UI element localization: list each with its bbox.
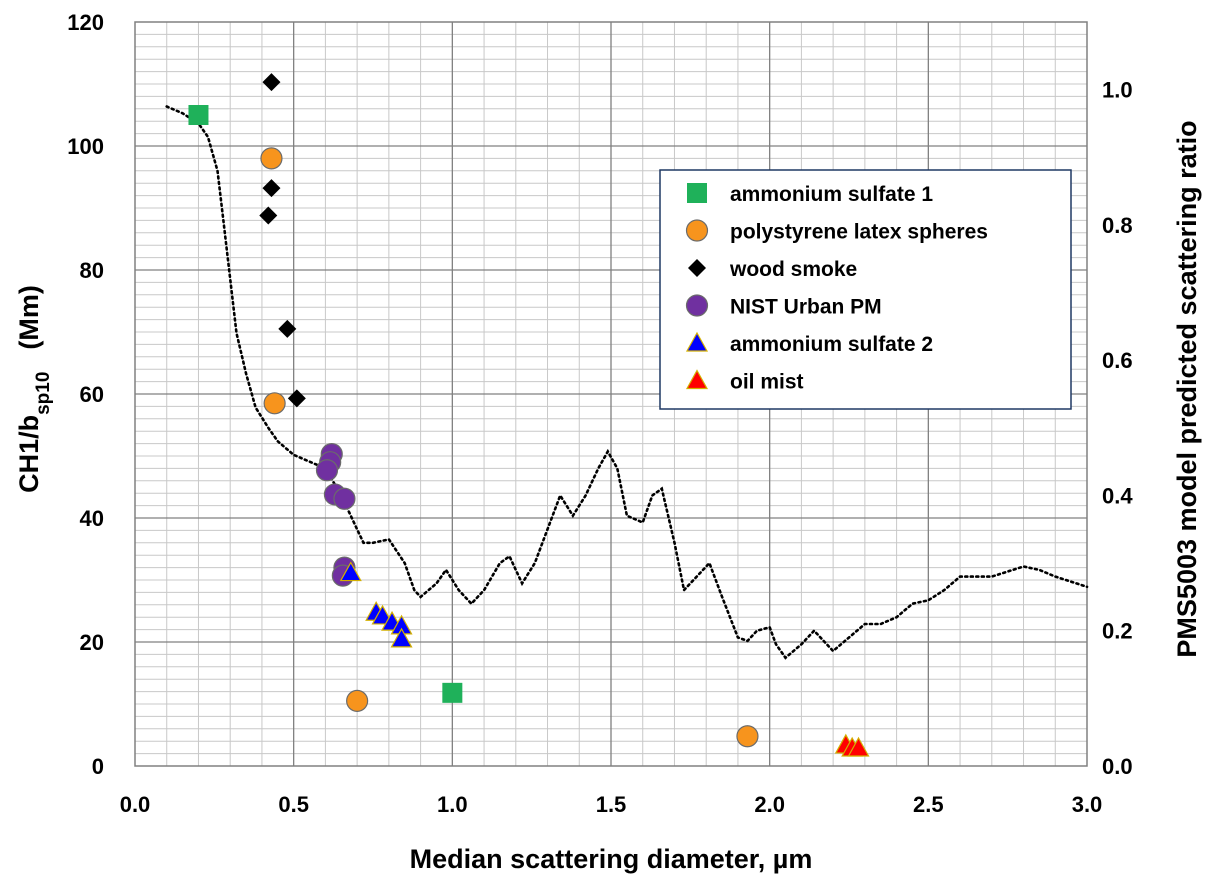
legend-label-nist-urban-pm: NIST Urban PM [730,296,882,319]
plot-area-frame [134,21,1088,767]
left-y-tick-label: 120 [67,10,104,35]
legend-marker-wood-smoke [688,259,706,277]
wood-smoke-point [287,389,306,408]
legend-marker-polystyrene-latex-spheres [685,219,709,242]
left-y-axis-tick-labels: 0 20 40 60 80 100 120 [67,10,104,779]
x-axis-tick-labels: 0.0 0.5 1.0 1.5 2.0 2.5 3.0 [120,792,1103,817]
wood-smoke-point [259,206,278,225]
legend-marker-oil-mist [685,369,709,390]
right-y-tick-label: 0.0 [1102,754,1133,779]
left-y-tick-label: 20 [80,630,104,655]
right-y-tick-label: 0.8 [1102,213,1133,238]
data-markers [188,73,870,757]
x-tick-label: 3.0 [1072,792,1103,817]
legend: ammonium sulfate 1 polystyrene latex sphe… [659,169,1072,410]
left-y-axis-title-unit: (Mm) [14,285,44,349]
polystyrene-latex-spheres-point [736,725,759,748]
right-y-axis-title: PMS5003 model predicted scattering ratio [1172,120,1202,657]
left-y-tick-label: 80 [80,258,104,283]
x-tick-label: 2.5 [913,792,944,817]
ammonium-sulfate-1-point [188,105,209,125]
x-tick-label: 1.5 [596,792,627,817]
ammonium-sulfate-2-point [390,627,413,648]
right-y-tick-label: 1.0 [1102,78,1133,103]
major-gridlines [135,22,1087,766]
legend-label-wood-smoke: wood smoke [729,258,857,281]
x-tick-label: 0.5 [278,792,309,817]
legend-marker-ammonium-sulfate-1 [687,183,707,203]
right-y-tick-label: 0.2 [1102,619,1133,644]
right-y-axis-tick-labels: 0.0 0.2 0.4 0.6 0.8 1.0 [1102,78,1133,779]
wood-smoke-point [278,319,297,338]
nist-urban-pm-point [333,487,356,510]
legend-label-polystyrene-latex-spheres: polystyrene latex spheres [730,221,988,244]
x-tick-label: 0.0 [120,792,151,817]
left-y-axis-title-main: CH1/b [14,415,44,493]
oil-mist-point [847,736,870,757]
ammonium-sulfate-1-point [442,682,463,703]
polystyrene-latex-spheres-point [260,147,283,170]
nist-urban-pm-point [315,459,339,482]
left-y-tick-label: 60 [80,382,104,407]
right-y-tick-label: 0.4 [1102,483,1133,508]
left-y-tick-label: 0 [92,754,104,779]
legend-marker-nist-urban-pm [685,294,709,317]
model-curve-line [165,105,1089,660]
legend-items: ammonium sulfate 1 polystyrene latex sphe… [685,183,988,394]
x-axis-title: Median scattering diameter, µm [410,844,813,874]
left-y-axis-title: CH1/bsp10 (Mm) [14,285,54,493]
left-y-tick-label: 100 [67,134,104,159]
legend-label-oil-mist: oil mist [730,371,804,394]
wood-smoke-point [262,179,281,198]
legend-label-ammonium-sulfate-2: ammonium sulfate 2 [730,333,933,356]
left-y-tick-label: 40 [80,506,104,531]
left-y-axis-title-subscript: sp10 [33,372,54,415]
ammonium-sulfate-2-point [339,561,362,582]
legend-box [659,169,1072,410]
polystyrene-latex-spheres-point [263,392,286,415]
polystyrene-latex-spheres-point [346,689,369,713]
x-tick-label: 1.0 [437,792,468,817]
right-y-tick-label: 0.6 [1102,348,1133,373]
wood-smoke-point [262,73,281,92]
legend-marker-ammonium-sulfate-2 [685,331,709,352]
x-tick-label: 2.0 [754,792,785,817]
legend-label-ammonium-sulfate-1: ammonium sulfate 1 [730,183,933,206]
